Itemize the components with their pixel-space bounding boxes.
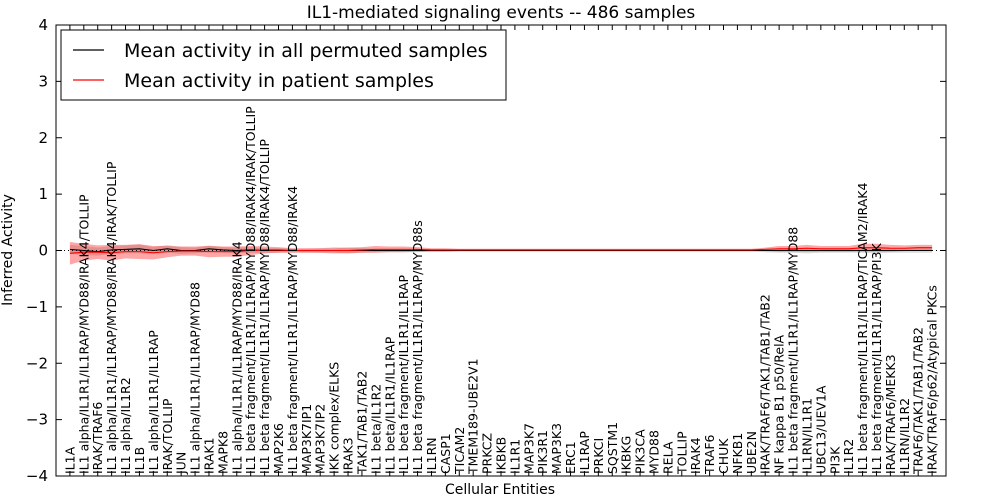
x-tick-label: IL1 beta/IL1R2 bbox=[368, 384, 383, 474]
x-tick-label: IL1 alpha/IL1R1/IL1RAP bbox=[146, 330, 161, 474]
x-tick-label: TICAM2 bbox=[452, 427, 467, 475]
plot-frame bbox=[55, 24, 947, 477]
x-tick-label: IL1 beta fragment/IL1R1/IL1RAP/MYD88s bbox=[410, 220, 425, 474]
x-tick-label: TOLLIP bbox=[674, 431, 689, 475]
y-tick-label: −2 bbox=[26, 354, 48, 372]
x-tick-label: IL1RN/IL1R2 bbox=[897, 398, 912, 474]
x-tick-label: IL1 alpha/IL1R1/IL1RAP/MYD88 bbox=[188, 282, 203, 474]
confidence-bands bbox=[56, 242, 946, 265]
x-axis-label: Cellular Entities bbox=[445, 482, 555, 498]
axis-ticks bbox=[56, 24, 946, 477]
x-tick-label: IL1 alpha/IL1R1/IL1RAP/MYD88/IRAK4/TOLLI… bbox=[76, 194, 91, 474]
x-tick-label: IL1RN/IL1R1 bbox=[799, 398, 814, 474]
x-tick-label: MAP3K7IP1 bbox=[299, 404, 314, 474]
x-tick-label: MYD88 bbox=[646, 430, 661, 474]
x-tick-label: IRAK1 bbox=[201, 437, 216, 474]
y-tick-label: 4 bbox=[38, 16, 48, 34]
x-tick-label: PI3K bbox=[827, 446, 842, 474]
x-tick-label: TMEM189-UBE2V1 bbox=[466, 358, 481, 475]
x-tick-label: IL1RAP bbox=[577, 431, 592, 474]
chart-title: IL1-mediated signaling events -- 486 sam… bbox=[307, 3, 696, 23]
legend-label-permuted: Mean activity in all permuted samples bbox=[124, 40, 487, 62]
x-tick-label: IKBKG bbox=[619, 436, 634, 474]
x-tick-label: UBC13/UEV1A bbox=[813, 385, 828, 474]
x-tick-label: PRKCZ bbox=[480, 433, 495, 474]
x-tick-label: MAP3K7 bbox=[521, 423, 536, 474]
x-tick-label: RELA bbox=[660, 441, 675, 474]
x-tick-label: MAP2K6 bbox=[271, 423, 286, 474]
x-tick-label: CHUK bbox=[716, 438, 731, 474]
x-tick-label: IRAK/TRAF6/TAK1/TAB1/TAB2 bbox=[758, 294, 773, 474]
x-tick-label: PIK3R1 bbox=[535, 430, 550, 474]
series-line-1 bbox=[69, 247, 933, 254]
x-tick-label: TRAF6/TAK1/TAB1/TAB2 bbox=[911, 327, 926, 475]
x-tick-label: IRAK4 bbox=[688, 437, 703, 474]
x-tick-label: IL1R2 bbox=[841, 439, 856, 474]
x-tick-label: IL1RN bbox=[424, 437, 439, 474]
x-tick-label: IL1 beta fragment/IL1R1/IL1RAP/MYD88/IRA… bbox=[243, 106, 258, 474]
x-tick-label: IL1B bbox=[132, 447, 147, 474]
x-tick-label: IL1 beta/IL1R1/IL1RAP bbox=[382, 336, 397, 474]
legend: Mean activity in all permuted samples Me… bbox=[60, 29, 507, 101]
x-tick-label: IL1 beta fragment/IL1R1/IL1RAP/MYD88/IRA… bbox=[257, 139, 272, 474]
x-tick-label: MAPK8 bbox=[215, 431, 230, 474]
x-tick-label: IL1 beta fragment/IL1R1/IL1RAP/MYD88/IRA… bbox=[285, 186, 300, 474]
y-tick-label: 2 bbox=[38, 129, 48, 147]
y-axis-label: Inferred Activity bbox=[0, 194, 16, 306]
x-tick-label: IL1 alpha/IL1R1/IL1RAP/MYD88/IRAK4/IRAK/… bbox=[104, 161, 119, 474]
legend-label-patient: Mean activity in patient samples bbox=[124, 70, 434, 92]
x-tick-label: NF kappa B1 p50/RelA bbox=[772, 334, 787, 474]
x-tick-label: IL1R1 bbox=[507, 439, 522, 474]
x-tick-label: IL1 beta fragment/IL1R1/IL1RAP/PI3K bbox=[869, 243, 884, 474]
x-tick-label: IL1A bbox=[62, 446, 77, 474]
x-tick-label: IL1 alpha/IL1R2 bbox=[118, 377, 133, 474]
y-tick-label: 1 bbox=[38, 185, 48, 203]
series-band-1 bbox=[69, 242, 933, 265]
x-tick-label: CASP1 bbox=[438, 433, 453, 474]
x-tick-label: TAK1/TAB1/TAB2 bbox=[354, 371, 369, 475]
x-tick-label: PRKCI bbox=[591, 438, 606, 474]
y-tick-labels: −4 −3 −2 −1 0 1 2 3 4 bbox=[26, 16, 48, 485]
series-lines bbox=[69, 247, 933, 254]
y-tick-label: −3 bbox=[26, 411, 48, 429]
y-tick-label: −4 bbox=[26, 467, 48, 485]
x-tick-label: IRAK/TRAF6 bbox=[90, 402, 105, 474]
y-tick-label: −1 bbox=[26, 298, 48, 316]
x-tick-label: IRAK3 bbox=[341, 437, 356, 474]
x-tick-label: IRAK/TRAF6/p62/Atypical PKCs bbox=[925, 285, 940, 474]
x-tick-label: PIK3CA bbox=[633, 429, 648, 474]
x-tick-label: IRAK/TOLLIP bbox=[160, 398, 175, 474]
legend-box bbox=[60, 29, 507, 101]
x-tick-label: IRAK/TRAF6/MEKK3 bbox=[883, 354, 898, 474]
x-tick-label: NFKB1 bbox=[730, 433, 745, 474]
x-tick-label: IKBKB bbox=[494, 437, 509, 474]
y-tick-label: 0 bbox=[38, 242, 48, 260]
x-tick-label: TRAF6 bbox=[702, 434, 717, 475]
x-tick-label: IL1 beta fragment/IL1R1/IL1RAP/TICAM2/IR… bbox=[855, 183, 870, 474]
x-tick-label: SQSTM1 bbox=[605, 422, 620, 474]
x-tick-label: IKK complex/ELKS bbox=[327, 362, 342, 474]
x-tick-label: UBE2N bbox=[744, 431, 759, 474]
x-tick-label: ERC1 bbox=[563, 441, 578, 474]
x-tick-label: MAP3K7IP2 bbox=[313, 404, 328, 474]
x-tick-label: MAP3K3 bbox=[549, 423, 564, 474]
x-tick-label: IL1 alpha/IL1R1/IL1RAP/MYD88/IRAK4 bbox=[229, 241, 244, 474]
y-tick-label: 3 bbox=[38, 72, 48, 90]
x-tick-label: IL1 beta fragment/IL1R1/IL1RAP bbox=[396, 274, 411, 474]
series-line-0 bbox=[69, 248, 933, 253]
x-tick-label: IL1 beta fragment/IL1R1/IL1RAP/MYD88 bbox=[786, 227, 801, 474]
x-tick-label: JUN bbox=[174, 452, 189, 475]
